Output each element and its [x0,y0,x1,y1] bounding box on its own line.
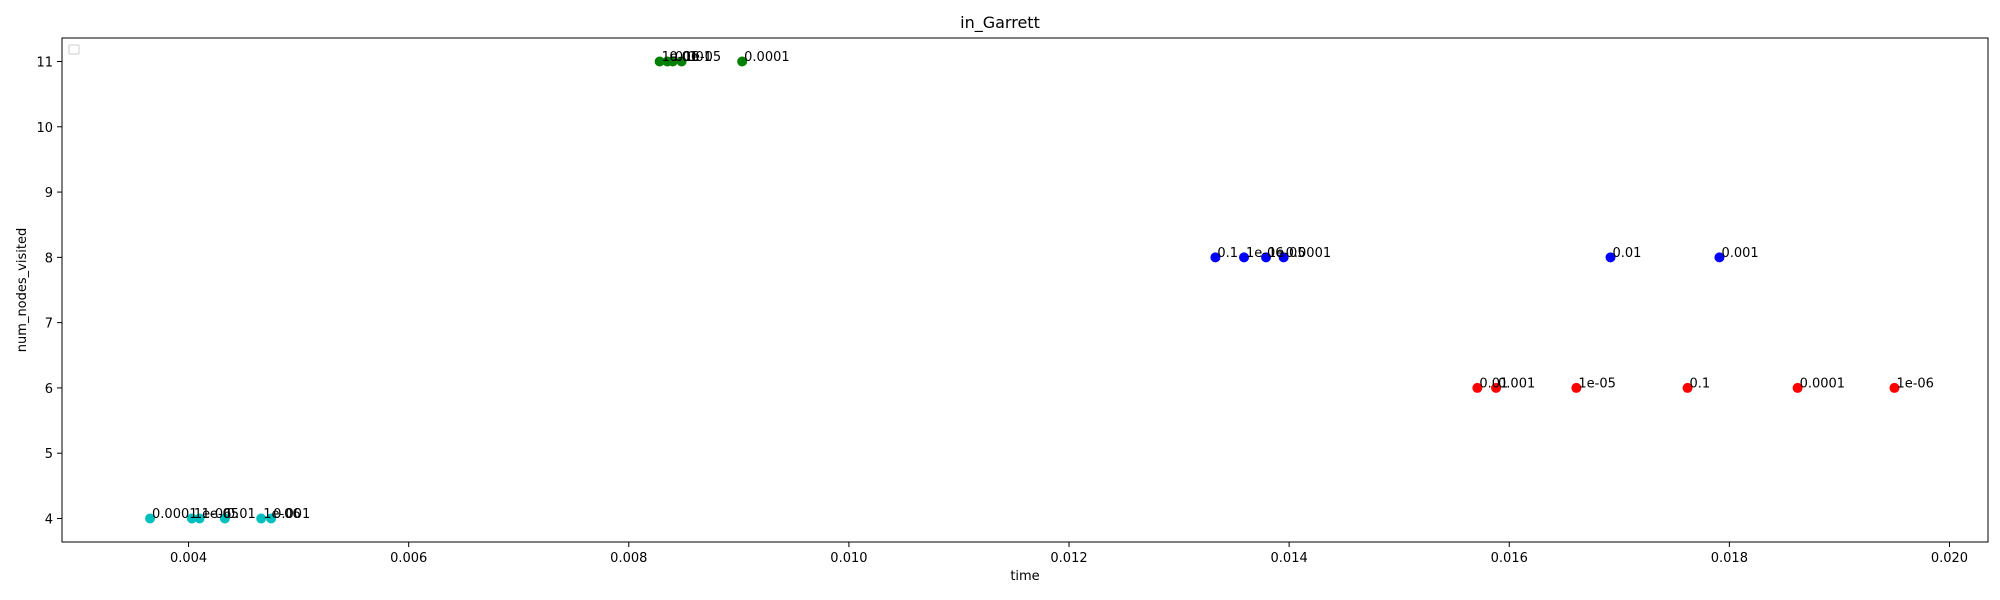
y-tick-label: 8 [45,251,53,266]
data-label: 1e-06 [1896,376,1934,391]
y-tick-label: 7 [45,317,53,332]
legend-box [68,44,80,55]
data-point [1889,382,1900,393]
data-point [1278,252,1289,263]
y-tick-label: 5 [45,447,53,462]
data-point [1792,382,1803,393]
data-point [1239,252,1250,263]
y-tick-label: 6 [45,382,53,397]
data-point [1605,252,1616,263]
plot-area [61,37,1989,543]
data-point [667,56,678,67]
x-tick-label: 0.014 [1271,551,1308,566]
data-label: 0.0001 [744,50,790,65]
chart-title: in_Garrett [960,13,1040,33]
data-label: 1e-06 [194,507,232,522]
x-tick-label: 0.016 [1491,551,1528,566]
data-point [1472,382,1483,393]
data-label: 0.01 [1479,376,1508,391]
y-tick-label: 11 [36,56,53,71]
data-label: 0.001 [1498,376,1535,391]
data-point [145,513,156,524]
data-label: 0.0001 [1286,246,1332,261]
data-label: 0.001 [273,507,310,522]
data-point [194,513,205,524]
y-axis: 4 5 6 7 8 9 10 11 [36,56,62,527]
x-tick-label: 0.006 [390,551,427,566]
x-axis-label: time [1010,569,1039,584]
data-label: 0.01 [1613,246,1642,261]
data-label: 0.01 [669,50,698,65]
data-label: 0.01 [227,507,256,522]
y-tick-label: 4 [45,512,53,527]
data-label: 0.1 [1217,246,1238,261]
data-point [676,56,687,67]
data-point [1491,382,1502,393]
y-tick-label: 9 [45,186,53,201]
data-point [654,56,665,67]
data-label: 0.0001 [152,507,198,522]
data-point [1571,382,1582,393]
data-label: 1e-05 [1578,376,1616,391]
data-points [145,56,1900,524]
x-tick-label: 0.020 [1931,551,1968,566]
data-label: 0.0001 [1800,376,1846,391]
data-point [1682,382,1693,393]
data-label: 1e-06 [1246,246,1284,261]
data-label: 0.001 [1721,246,1758,261]
data-label: 0.1 [1690,376,1711,391]
data-point [737,56,748,67]
x-tick-label: 0.010 [830,551,867,566]
data-point [219,513,230,524]
x-tick-label: 0.008 [610,551,647,566]
x-tick-label: 0.018 [1711,551,1748,566]
data-label: 1e-05 [684,50,722,65]
data-label: 0.001 [675,50,712,65]
x-axis: 0.004 0.006 0.008 0.010 0.012 0.014 0.016 0.018… [170,542,1968,566]
x-tick-label: 0.012 [1050,551,1087,566]
data-label: 1e-05 [1268,246,1306,261]
y-axis-label: num_nodes_visited [15,228,30,352]
data-label: 1e-06 [662,50,700,65]
data-label: 1e-05 [202,507,240,522]
data-point [186,513,197,524]
y-tick-label: 10 [36,121,53,136]
data-point [1210,252,1221,263]
data-point [1261,252,1272,263]
data-point [256,513,267,524]
data-point [1714,252,1725,263]
data-label: 1e-06 [263,507,301,522]
data-point [266,513,277,524]
x-tick-label: 0.004 [170,551,207,566]
